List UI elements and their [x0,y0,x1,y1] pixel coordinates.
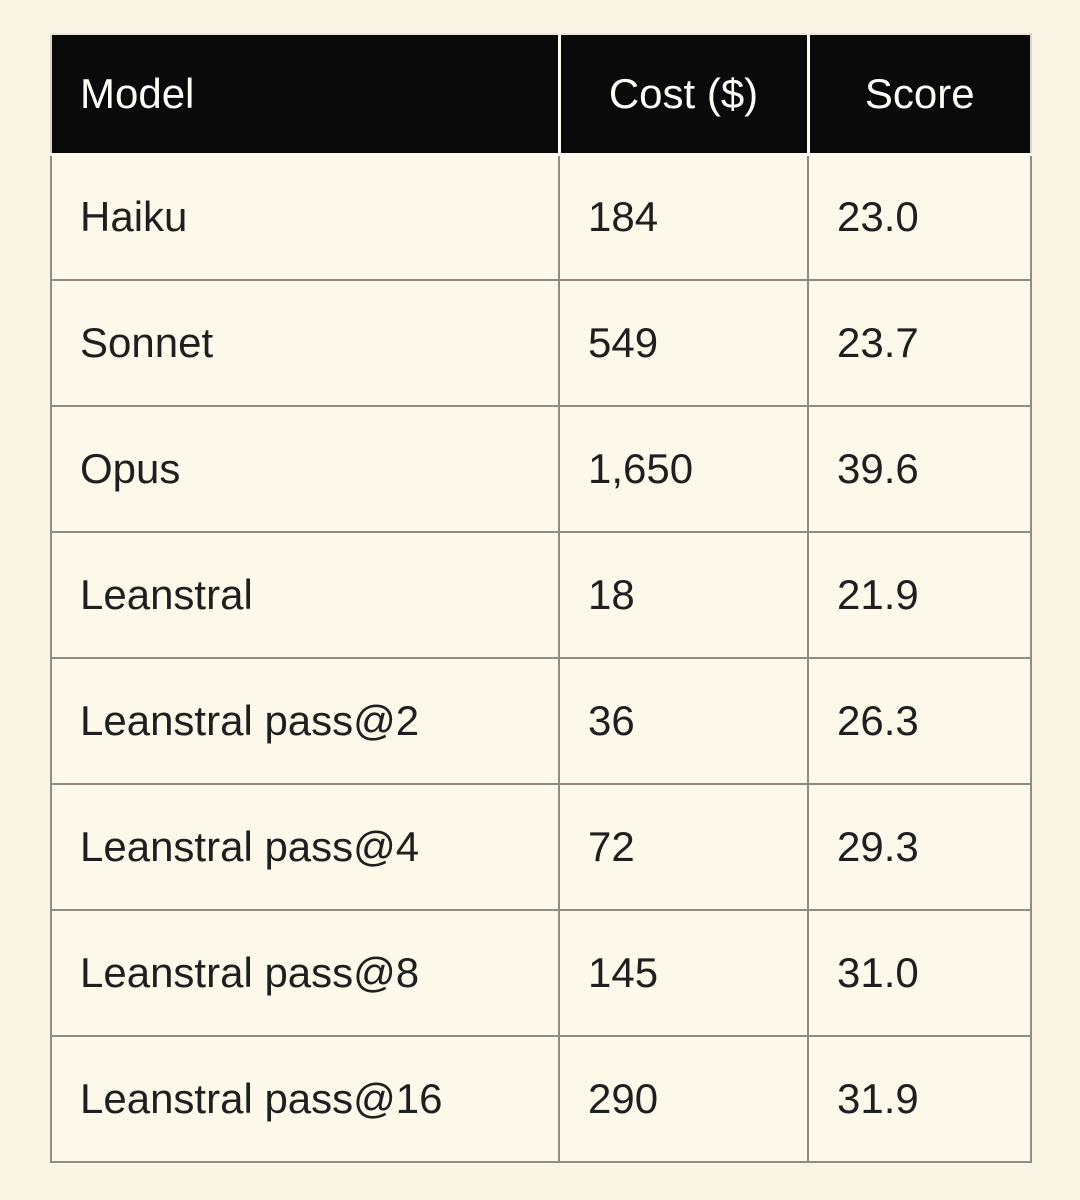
table-row: Leanstral pass@2 36 26.3 [50,657,1032,785]
cell-model: Leanstral pass@2 [50,657,560,785]
table-row: Sonnet 549 23.7 [50,279,1032,407]
cell-cost: 1,650 [558,405,809,533]
cell-cost: 36 [558,657,809,785]
cell-score: 29.3 [807,783,1032,911]
table-row: Leanstral 18 21.9 [50,531,1032,659]
cell-score: 23.7 [807,279,1032,407]
table-body: Haiku 184 23.0 Sonnet 549 23.7 Opus 1,65… [50,153,1032,1163]
table-row: Opus 1,650 39.6 [50,405,1032,533]
cell-cost: 145 [558,909,809,1037]
column-header-model: Model [50,33,559,156]
table-row: Leanstral pass@4 72 29.3 [50,783,1032,911]
cell-model: Leanstral pass@8 [50,909,560,1037]
table-row: Haiku 184 23.0 [50,153,1032,281]
cell-cost: 290 [558,1035,809,1163]
cell-model: Leanstral [50,531,560,659]
data-table: Model Cost ($) Score Haiku 184 23.0 Sonn… [50,33,1032,1163]
cell-model: Opus [50,405,560,533]
table-row: Leanstral pass@16 290 31.9 [50,1035,1032,1163]
cell-score: 31.9 [807,1035,1032,1163]
cell-cost: 549 [558,279,809,407]
cell-cost: 18 [558,531,809,659]
header-row: Model Cost ($) Score [50,33,1032,156]
cell-model: Haiku [50,153,560,281]
cell-cost: 72 [558,783,809,911]
cell-model: Sonnet [50,279,560,407]
cell-score: 23.0 [807,153,1032,281]
cell-score: 39.6 [807,405,1032,533]
column-header-score: Score [806,33,1032,156]
cell-score: 21.9 [807,531,1032,659]
cell-score: 31.0 [807,909,1032,1037]
table-header: Model Cost ($) Score [50,33,1032,156]
table-row: Leanstral pass@8 145 31.0 [50,909,1032,1037]
cell-cost: 184 [558,153,809,281]
model-benchmark-table: Model Cost ($) Score Haiku 184 23.0 Sonn… [50,33,1032,1163]
cell-model: Leanstral pass@16 [50,1035,560,1163]
cell-model: Leanstral pass@4 [50,783,560,911]
column-header-cost: Cost ($) [557,33,808,156]
cell-score: 26.3 [807,657,1032,785]
